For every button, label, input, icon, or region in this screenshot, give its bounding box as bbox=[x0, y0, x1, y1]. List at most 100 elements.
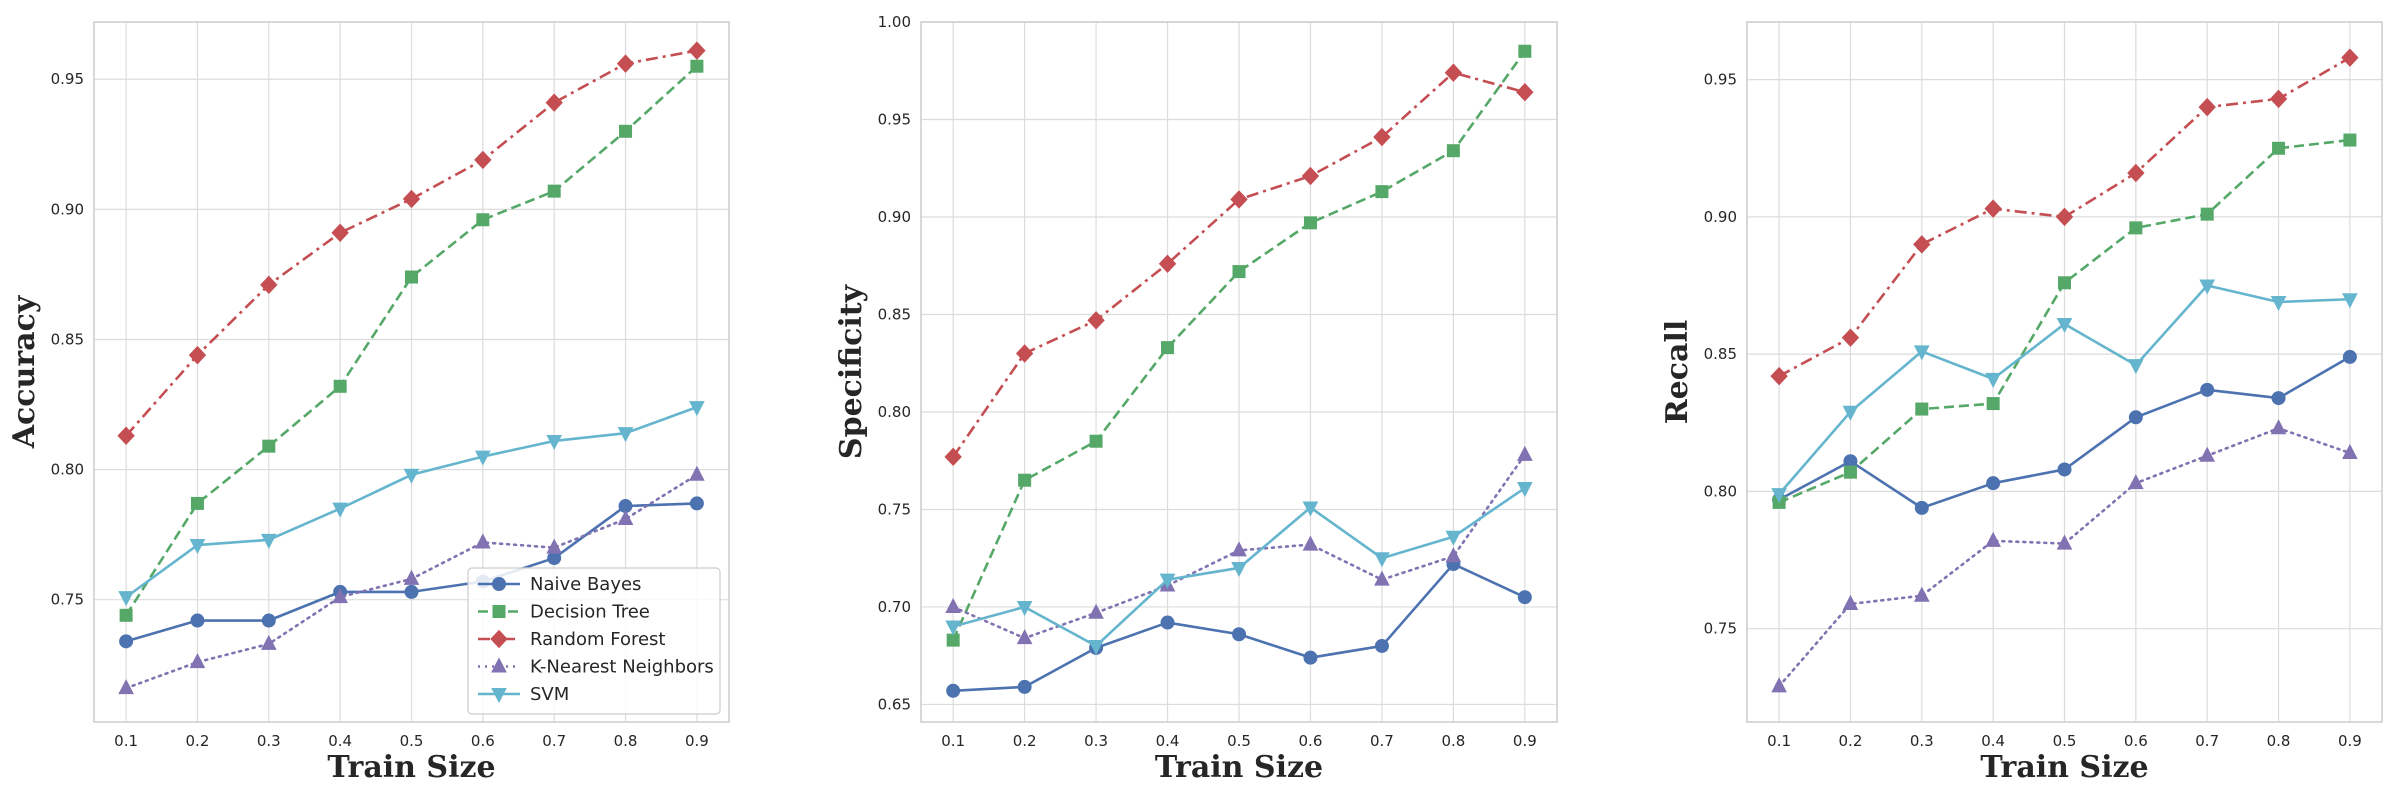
series-decision-tree bbox=[1772, 133, 2357, 509]
data-point-naive-bayes bbox=[1232, 627, 1246, 642]
data-point-random-forest bbox=[1087, 311, 1105, 330]
data-point-svm bbox=[1985, 372, 2001, 388]
data-point-svm bbox=[1231, 561, 1247, 578]
x-tick-label: 0.2 bbox=[1013, 732, 1037, 750]
data-point-random-forest bbox=[616, 54, 635, 73]
data-point-k-nearest-neighbors bbox=[2128, 474, 2144, 490]
y-tick-label: 0.75 bbox=[1704, 620, 1737, 638]
data-point-random-forest bbox=[1984, 199, 2002, 218]
y-tick-label: 0.65 bbox=[878, 695, 911, 713]
chart-panel-specificity: 0.1 0.2 0.3 0.4 0.5 0.6 0.7 0.8 0.9 0.65 0.70 0.75 0… bbox=[834, 13, 1558, 785]
data-point-random-forest bbox=[402, 189, 421, 209]
series-decision-tree bbox=[119, 59, 704, 622]
x-tick-label: 0.8 bbox=[1441, 732, 1465, 750]
data-point-naive-bayes bbox=[2342, 349, 2357, 364]
data-point-decision-tree bbox=[2129, 221, 2143, 235]
data-point-svm bbox=[475, 450, 491, 466]
series-svm bbox=[945, 482, 1533, 656]
data-point-random-forest bbox=[1770, 366, 1788, 386]
data-point-random-forest bbox=[331, 223, 349, 243]
plot-frame bbox=[920, 21, 1558, 723]
x-tick-label: 0.5 bbox=[1227, 732, 1251, 750]
y-tick-label: 1.00 bbox=[878, 13, 911, 31]
data-point-svm bbox=[1445, 530, 1462, 546]
data-point-svm bbox=[1771, 488, 1787, 504]
data-point-svm bbox=[617, 427, 634, 443]
series-decision-tree bbox=[946, 44, 1532, 647]
data-point-naive-bayes bbox=[1160, 615, 1175, 630]
data-point-k-nearest-neighbors bbox=[260, 634, 277, 650]
legend-marker-naive-bayes bbox=[492, 577, 506, 591]
data-point-random-forest bbox=[1158, 254, 1177, 274]
data-point-svm bbox=[689, 401, 705, 417]
y-tick-label: 0.85 bbox=[878, 305, 911, 323]
x-tick-label: 0.2 bbox=[186, 732, 210, 750]
data-point-naive-bayes bbox=[261, 613, 276, 628]
data-point-k-nearest-neighbors bbox=[475, 533, 491, 549]
data-point-svm bbox=[1517, 482, 1533, 498]
series-random-forest bbox=[117, 41, 706, 445]
data-point-svm bbox=[2056, 317, 2073, 334]
data-point-svm bbox=[1302, 501, 1319, 517]
data-point-random-forest bbox=[688, 41, 706, 60]
data-point-naive-bayes bbox=[1017, 679, 1032, 694]
data-point-random-forest bbox=[1913, 235, 1931, 254]
series-random-forest bbox=[1770, 48, 2359, 386]
data-point-random-forest bbox=[1373, 127, 1391, 147]
data-point-svm bbox=[118, 591, 134, 607]
x-axis-title: Train Size bbox=[1980, 750, 2148, 785]
series-line-decision-tree bbox=[951, 50, 1526, 641]
data-point-k-nearest-neighbors bbox=[1088, 603, 1104, 619]
data-point-decision-tree bbox=[476, 213, 490, 227]
data-point-decision-tree bbox=[619, 124, 633, 138]
data-point-svm bbox=[546, 434, 563, 451]
x-tick-label: 0.7 bbox=[2195, 732, 2219, 750]
data-point-svm bbox=[189, 539, 206, 555]
legend-label-k-nearest-neighbors: K-Nearest Neighbors bbox=[530, 657, 714, 678]
x-axis-title: Train Size bbox=[327, 750, 495, 785]
data-point-random-forest bbox=[1841, 328, 1860, 347]
x-tick-label: 0.5 bbox=[400, 732, 424, 750]
legend-label-svm: SVM bbox=[530, 684, 569, 705]
x-tick-label: 0.3 bbox=[1084, 732, 1108, 750]
data-point-random-forest bbox=[2198, 97, 2216, 117]
x-tick-label: 0.1 bbox=[114, 732, 138, 750]
data-point-k-nearest-neighbors bbox=[2056, 534, 2073, 550]
data-point-naive-bayes bbox=[190, 613, 205, 628]
data-point-random-forest bbox=[1444, 63, 1463, 82]
data-point-svm bbox=[2270, 296, 2287, 312]
series-random-forest bbox=[944, 63, 1534, 467]
data-point-k-nearest-neighbors bbox=[617, 509, 634, 526]
series-naive-bayes bbox=[119, 496, 704, 649]
data-point-decision-tree bbox=[1232, 265, 1246, 279]
data-point-k-nearest-neighbors bbox=[1302, 535, 1319, 551]
legend-marker-random-forest bbox=[490, 629, 508, 649]
data-point-decision-tree bbox=[1986, 397, 2000, 411]
data-point-svm bbox=[260, 533, 277, 549]
data-point-random-forest bbox=[1015, 344, 1034, 363]
legend-marker-svm bbox=[491, 688, 507, 704]
data-point-random-forest bbox=[188, 345, 207, 365]
legend-marker-k-nearest-neighbors bbox=[491, 657, 507, 673]
series-line-decision-tree bbox=[125, 65, 698, 617]
data-point-random-forest bbox=[944, 447, 962, 467]
y-tick-label: 0.85 bbox=[51, 330, 84, 348]
data-point-k-nearest-neighbors bbox=[2199, 446, 2216, 462]
data-point-k-nearest-neighbors bbox=[118, 679, 134, 695]
data-point-k-nearest-neighbors bbox=[1231, 541, 1247, 557]
data-point-decision-tree bbox=[547, 184, 561, 198]
data-point-naive-bayes bbox=[2271, 391, 2286, 406]
x-tick-label: 0.7 bbox=[1370, 732, 1394, 750]
data-point-naive-bayes bbox=[689, 496, 704, 511]
data-point-random-forest bbox=[1230, 190, 1248, 209]
data-point-naive-bayes bbox=[2128, 410, 2143, 425]
series-k-nearest-neighbors bbox=[118, 465, 705, 695]
data-point-decision-tree bbox=[1018, 473, 1032, 487]
y-axis-title: Recall bbox=[1660, 320, 1695, 425]
data-point-k-nearest-neighbors bbox=[546, 538, 563, 554]
data-point-naive-bayes bbox=[946, 683, 961, 698]
data-point-decision-tree bbox=[190, 496, 204, 510]
chart-panel-recall: 0.1 0.2 0.3 0.4 0.5 0.6 0.7 0.8 0.9 0.75 0.80 0.85 0… bbox=[1660, 21, 2383, 785]
data-point-random-forest bbox=[260, 275, 278, 295]
data-point-naive-bayes bbox=[2057, 462, 2072, 477]
